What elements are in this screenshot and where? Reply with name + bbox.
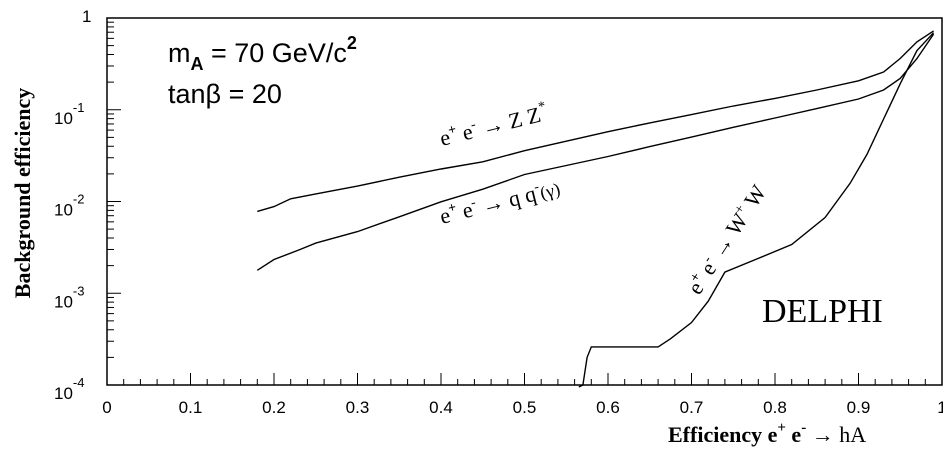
- ww-process-label: e+ e- → W+ W: [682, 180, 771, 299]
- series-line-ww: [578, 32, 935, 388]
- x-tick-label: 0.7: [680, 398, 704, 417]
- x-tick-label: 0.2: [262, 398, 286, 417]
- y-tick-label: 10-3: [54, 283, 84, 311]
- x-tick-label: 0.4: [429, 398, 453, 417]
- x-tick-label: 0.5: [513, 398, 537, 417]
- experiment-label: DELPHI: [762, 293, 883, 330]
- series-lines: [256, 30, 935, 388]
- x-axis-ticks: 0 0.1 0.2 0.3 0.4 0.5 0.6 0.7 0.8 0.9 1: [102, 373, 943, 417]
- series-line-zz: [257, 30, 934, 213]
- x-tick-label: 1: [937, 398, 943, 417]
- y-axis-ticks: 1 10-1 10-2 10-3 10-4: [54, 7, 121, 403]
- x-axis-title: Efficiency e+ e- → hA: [668, 420, 866, 447]
- y-tick-label: 10-2: [54, 192, 84, 220]
- zz-process-label: e+ e- → Z Z*: [437, 99, 550, 151]
- y-tick-label: 10-1: [54, 100, 84, 128]
- x-tick-label: 0.1: [179, 398, 203, 417]
- y-tick-label: 1: [82, 7, 91, 26]
- y-tick-label: 10-4: [54, 375, 84, 403]
- x-tick-label: 0: [102, 398, 111, 417]
- x-tick-label: 0.8: [763, 398, 787, 417]
- x-tick-label: 0.6: [596, 398, 620, 417]
- tanbeta-annotation: tanβ = 20: [168, 79, 282, 109]
- x-tick-label: 0.9: [847, 398, 871, 417]
- series-line-qq: [256, 33, 935, 271]
- ma-annotation: mA = 70 GeV/c2: [168, 33, 357, 74]
- y-axis-title: Background efficiency: [10, 88, 35, 298]
- x-tick-label: 0.3: [346, 398, 370, 417]
